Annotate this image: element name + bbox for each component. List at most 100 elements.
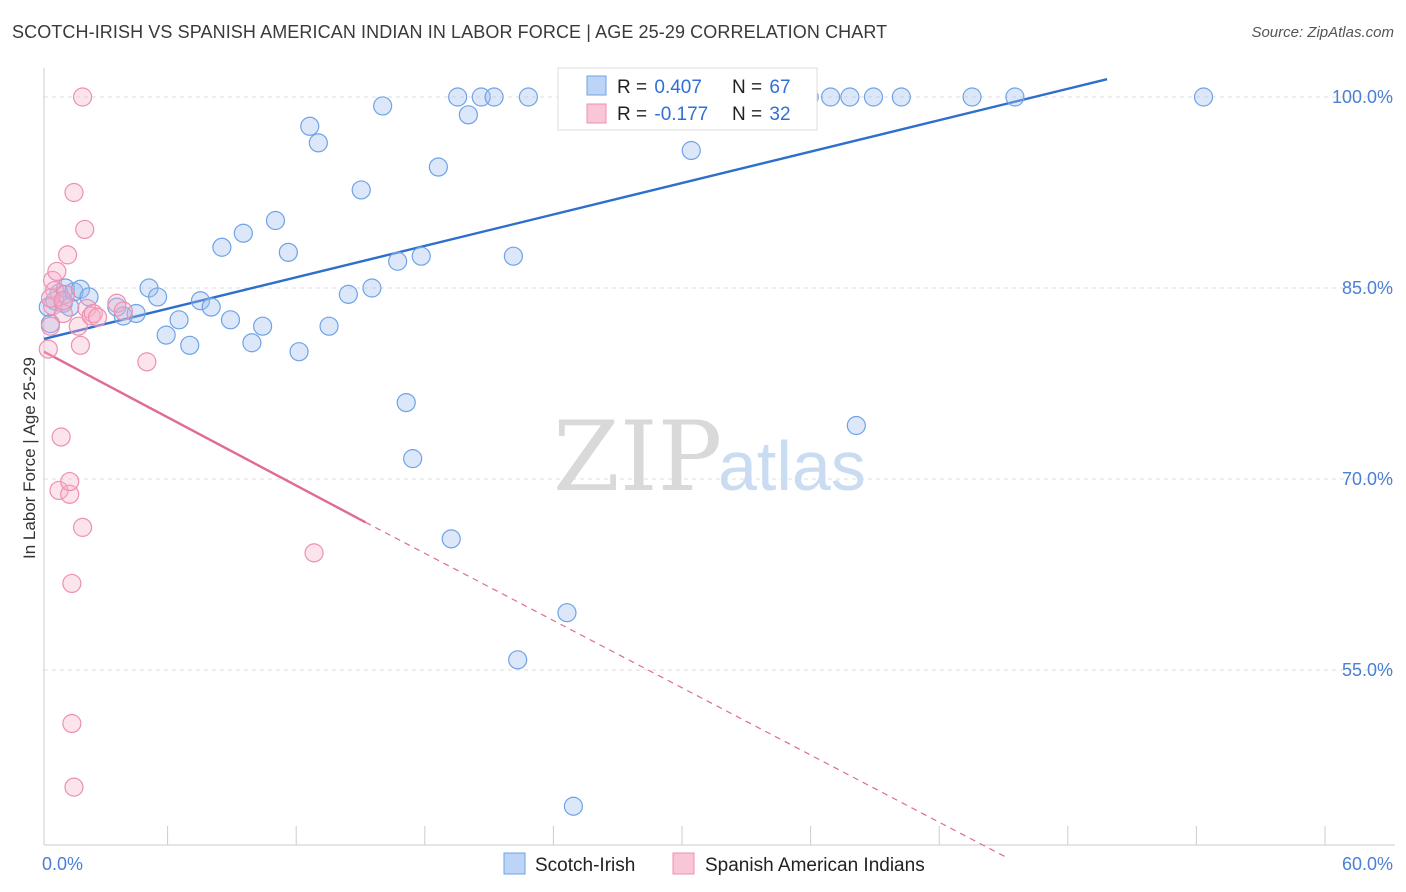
point-scotch-irish-46 — [508, 650, 528, 670]
point-spanish-american-indians-18 — [70, 335, 91, 355]
point-scotch-irish-31 — [338, 284, 358, 304]
point-scotch-irish-14 — [147, 287, 168, 307]
bottom-legend-swatch-spanish-american-indians — [672, 852, 695, 875]
point-scotch-irish-25 — [265, 210, 286, 231]
point-scotch-irish-45 — [503, 246, 523, 266]
point-scotch-irish-23 — [242, 333, 262, 353]
bottom-legend-label-spanish-american-indians: Spanish American Indians — [705, 855, 925, 876]
point-scotch-irish-20 — [212, 237, 232, 257]
x-tick-label-1: 60.0% — [1342, 854, 1393, 874]
point-scotch-irish-29 — [308, 133, 328, 153]
chart-title: SCOTCH-IRISH VS SPANISH AMERICAN INDIAN … — [12, 22, 888, 42]
point-scotch-irish-30 — [319, 316, 339, 336]
point-spanish-american-indians-16 — [64, 182, 84, 203]
legend-r-label-1: R = — [617, 77, 652, 98]
point-scotch-irish-44 — [484, 87, 504, 107]
point-spanish-american-indians-12 — [60, 471, 80, 492]
point-spanish-american-indians-28 — [304, 543, 324, 563]
point-scotch-irish-47 — [518, 87, 538, 107]
trend-line-extension-spanish-american-indians — [365, 521, 1009, 859]
point-spanish-american-indians-26 — [113, 301, 133, 321]
point-spanish-american-indians-10 — [57, 245, 78, 265]
point-spanish-american-indians-20 — [72, 517, 93, 537]
point-scotch-irish-60 — [846, 415, 866, 436]
point-scotch-irish-16 — [169, 310, 189, 330]
y-tick-label-0: 100.0% — [1332, 87, 1393, 107]
point-scotch-irish-27 — [289, 342, 309, 362]
point-spanish-american-indians-5 — [47, 261, 67, 282]
point-spanish-american-indians-27 — [137, 352, 157, 372]
point-scotch-irish-36 — [396, 393, 416, 413]
point-scotch-irish-37 — [403, 449, 423, 469]
legend-r-label-2: R = — [617, 104, 652, 125]
point-spanish-american-indians-23 — [81, 306, 101, 326]
point-scotch-irish-48 — [557, 603, 577, 623]
point-spanish-american-indians-21 — [75, 219, 95, 240]
legend-swatch-spanish-american-indians — [586, 103, 607, 124]
point-scotch-irish-38 — [411, 246, 431, 266]
point-spanish-american-indians-17 — [68, 316, 88, 336]
point-scotch-irish-40 — [448, 87, 468, 107]
legend-row1-n: N = 67 — [732, 77, 791, 98]
point-scotch-irish-21 — [220, 310, 241, 330]
bottom-legend: Scotch-Irish Spanish American Indians — [503, 852, 925, 876]
point-scotch-irish-59 — [840, 87, 860, 107]
legend-n-value-2: 32 — [769, 104, 790, 125]
y-axis-title: In Labor Force | Age 25-29 — [20, 357, 39, 559]
x-tick-label-0: 0.0% — [42, 854, 83, 874]
legend-row2-n: N = 32 — [732, 104, 791, 125]
point-spanish-american-indians-31 — [87, 307, 108, 327]
point-spanish-american-indians-15 — [64, 777, 84, 797]
trend-lines — [43, 78, 1108, 859]
point-scotch-irish-66 — [563, 796, 584, 816]
point-scotch-irish-22 — [233, 223, 253, 243]
point-scotch-irish-63 — [962, 87, 982, 107]
legend-r-value-1: 0.407 — [654, 77, 702, 98]
legend-swatch-scotch-irish — [586, 75, 607, 96]
y-tick-label-2: 70.0% — [1342, 469, 1393, 489]
point-spanish-american-indians-25 — [107, 293, 127, 313]
point-spanish-american-indians-30 — [53, 291, 73, 311]
legend-n-label-2: N = — [732, 104, 767, 125]
point-scotch-irish-28 — [300, 116, 320, 136]
bottom-legend-label-scotch-irish: Scotch-Irish — [535, 855, 635, 876]
y-tick-label-1: 85.0% — [1342, 278, 1393, 298]
legend-row1: R = 0.407 — [617, 77, 702, 98]
point-spanish-american-indians-2 — [42, 296, 63, 316]
point-scotch-irish-18 — [190, 291, 211, 311]
legend-r-value-2: -0.177 — [654, 104, 708, 125]
point-scotch-irish-24 — [253, 316, 273, 336]
point-scotch-irish-15 — [156, 325, 176, 345]
axes — [43, 68, 1395, 846]
point-scotch-irish-62 — [891, 87, 911, 107]
point-scotch-irish-32 — [351, 180, 371, 200]
gridlines — [44, 96, 1395, 671]
legend-n-label-1: N = — [732, 77, 767, 98]
point-scotch-irish-65 — [1193, 87, 1214, 107]
bottom-legend-swatch-scotch-irish — [503, 852, 526, 875]
point-spanish-american-indians-1 — [40, 316, 61, 336]
point-spanish-american-indians-7 — [51, 427, 71, 447]
point-scotch-irish-33 — [362, 278, 382, 298]
legend-n-value-1: 67 — [769, 77, 790, 98]
y-tick-labels: 100.0% 85.0% 70.0% 55.0% — [1332, 87, 1393, 680]
point-scotch-irish-35 — [388, 251, 408, 271]
point-scotch-irish-61 — [863, 87, 884, 107]
chart-source: Source: ZipAtlas.com — [1251, 24, 1394, 41]
point-spanish-american-indians-14 — [62, 713, 82, 734]
watermark: ZIP atlas — [553, 401, 866, 513]
legend-row2: R = -0.177 — [617, 104, 708, 125]
point-scotch-irish-58 — [821, 87, 841, 107]
point-scotch-irish-64 — [1005, 87, 1025, 107]
point-scotch-irish-19 — [201, 297, 221, 317]
point-spanish-american-indians-0 — [38, 339, 58, 359]
x-tick-labels: 0.0% 60.0% — [42, 854, 1393, 874]
point-scotch-irish-51 — [681, 140, 701, 161]
trend-line-spanish-american-indians — [43, 350, 367, 524]
point-scotch-irish-39 — [428, 157, 448, 177]
point-spanish-american-indians-19 — [72, 87, 93, 107]
watermark-atlas: atlas — [718, 427, 866, 505]
watermark-zip: ZIP — [553, 401, 722, 513]
trend-line-scotch-irish — [43, 78, 1108, 341]
